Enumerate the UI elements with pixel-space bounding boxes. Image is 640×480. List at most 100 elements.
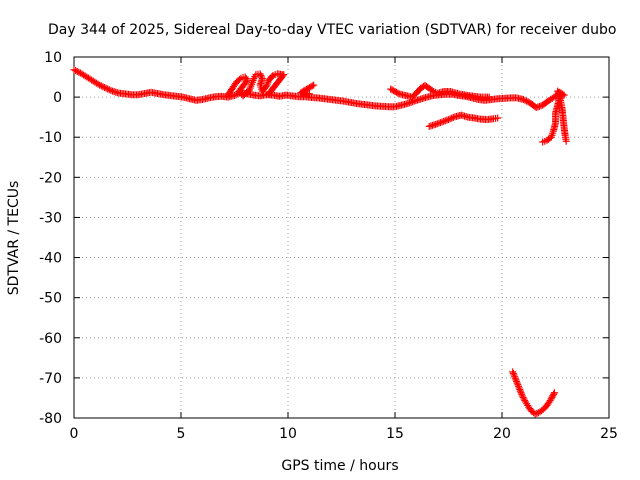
data-point [512, 376, 520, 384]
data-point [511, 374, 519, 382]
tick-layer: 0 5 10 15 20 25 10 0 -10 -20 -30 -40 -50 -60 -70 -80 [39, 50, 618, 442]
data-point [515, 384, 523, 392]
data-point [404, 100, 412, 108]
data-point [548, 393, 556, 401]
x-tick-label: 20 [493, 426, 511, 442]
x-tick-label: 15 [386, 426, 404, 442]
x-axis-label: GPS time / hours [281, 458, 398, 474]
data-point [445, 116, 452, 124]
data-point [514, 382, 522, 390]
y-tick-label: -80 [39, 411, 62, 427]
data-point [494, 114, 502, 122]
y-tick-label: -30 [39, 210, 62, 226]
grid-layer [74, 57, 609, 418]
data-point [100, 83, 108, 91]
data-point [266, 89, 274, 97]
data-point [405, 99, 413, 107]
data-point [235, 75, 243, 83]
data-point [511, 373, 519, 381]
y-tick-label: -20 [39, 170, 62, 186]
data-point [446, 115, 454, 123]
y-axis-label: SDTVAR / TECUs [6, 181, 22, 296]
data-point [518, 392, 526, 400]
y-tick-label: -10 [39, 130, 62, 146]
data-point [256, 70, 264, 78]
data-point [523, 97, 531, 105]
series-upper-cluster [297, 81, 493, 101]
data-point [519, 96, 527, 104]
data-point [435, 119, 443, 127]
data-point [433, 120, 441, 128]
series-loops-7-to-9h [224, 70, 288, 100]
data-point [520, 395, 528, 403]
data-point [308, 82, 316, 90]
series-deep-dip [509, 368, 558, 418]
data-point [547, 395, 555, 403]
x-tick-label: 10 [279, 426, 297, 442]
data-point [562, 137, 570, 145]
y-tick-label: -60 [39, 331, 62, 347]
series-right-hook [539, 87, 570, 146]
data-point [102, 84, 110, 92]
data-point [310, 81, 318, 89]
data-point [518, 390, 526, 398]
data-point [534, 103, 542, 111]
data-point [513, 377, 521, 385]
data-point [105, 86, 113, 94]
data-point [441, 117, 449, 125]
data-point [531, 410, 539, 418]
x-tick-label: 25 [600, 426, 618, 442]
y-tick-label: 10 [44, 50, 62, 66]
y-tick-label: 0 [53, 90, 62, 106]
y-tick-label: -50 [39, 291, 62, 307]
data-point [72, 67, 80, 75]
data-point [70, 66, 78, 74]
data-point [107, 86, 115, 94]
data-point [509, 368, 517, 376]
data-point [438, 118, 446, 126]
data-point [549, 392, 557, 400]
y-tick-label: -70 [39, 371, 62, 387]
x-tick-label: 5 [177, 426, 186, 442]
data-point [550, 390, 558, 398]
data-point [96, 81, 104, 89]
data-point [550, 389, 558, 397]
data-point [449, 113, 457, 121]
data-point [535, 102, 543, 110]
series-lower-arc [425, 111, 502, 130]
data-point [513, 379, 521, 387]
data-point [428, 86, 436, 94]
x-tick-label: 0 [70, 426, 79, 442]
data-point [558, 92, 566, 100]
data-point [510, 371, 518, 379]
data-point [519, 393, 527, 401]
data-point [394, 89, 402, 97]
data-point [443, 116, 451, 124]
chart-title: Day 344 of 2025, Sidereal Day-to-day VTE… [48, 22, 616, 38]
data-point [432, 120, 440, 128]
data-layer [70, 66, 570, 418]
data-point [521, 96, 529, 104]
data-point [257, 71, 265, 79]
data-point [532, 104, 540, 112]
data-point [557, 91, 565, 99]
data-point [448, 114, 456, 122]
series-main-trace [70, 66, 568, 112]
data-point [516, 386, 524, 394]
data-point [231, 92, 238, 100]
plot-frame [73, 56, 610, 419]
y-tick-label: -40 [39, 251, 62, 267]
data-point [514, 381, 522, 389]
data-point [485, 93, 493, 101]
data-point [104, 85, 112, 93]
data-point [73, 67, 81, 75]
data-point [517, 389, 525, 397]
data-point [99, 83, 107, 91]
data-point [265, 90, 273, 98]
data-point [440, 117, 448, 125]
data-point [533, 409, 541, 417]
data-point [97, 82, 105, 90]
data-point [436, 119, 444, 127]
data-point [516, 387, 524, 395]
